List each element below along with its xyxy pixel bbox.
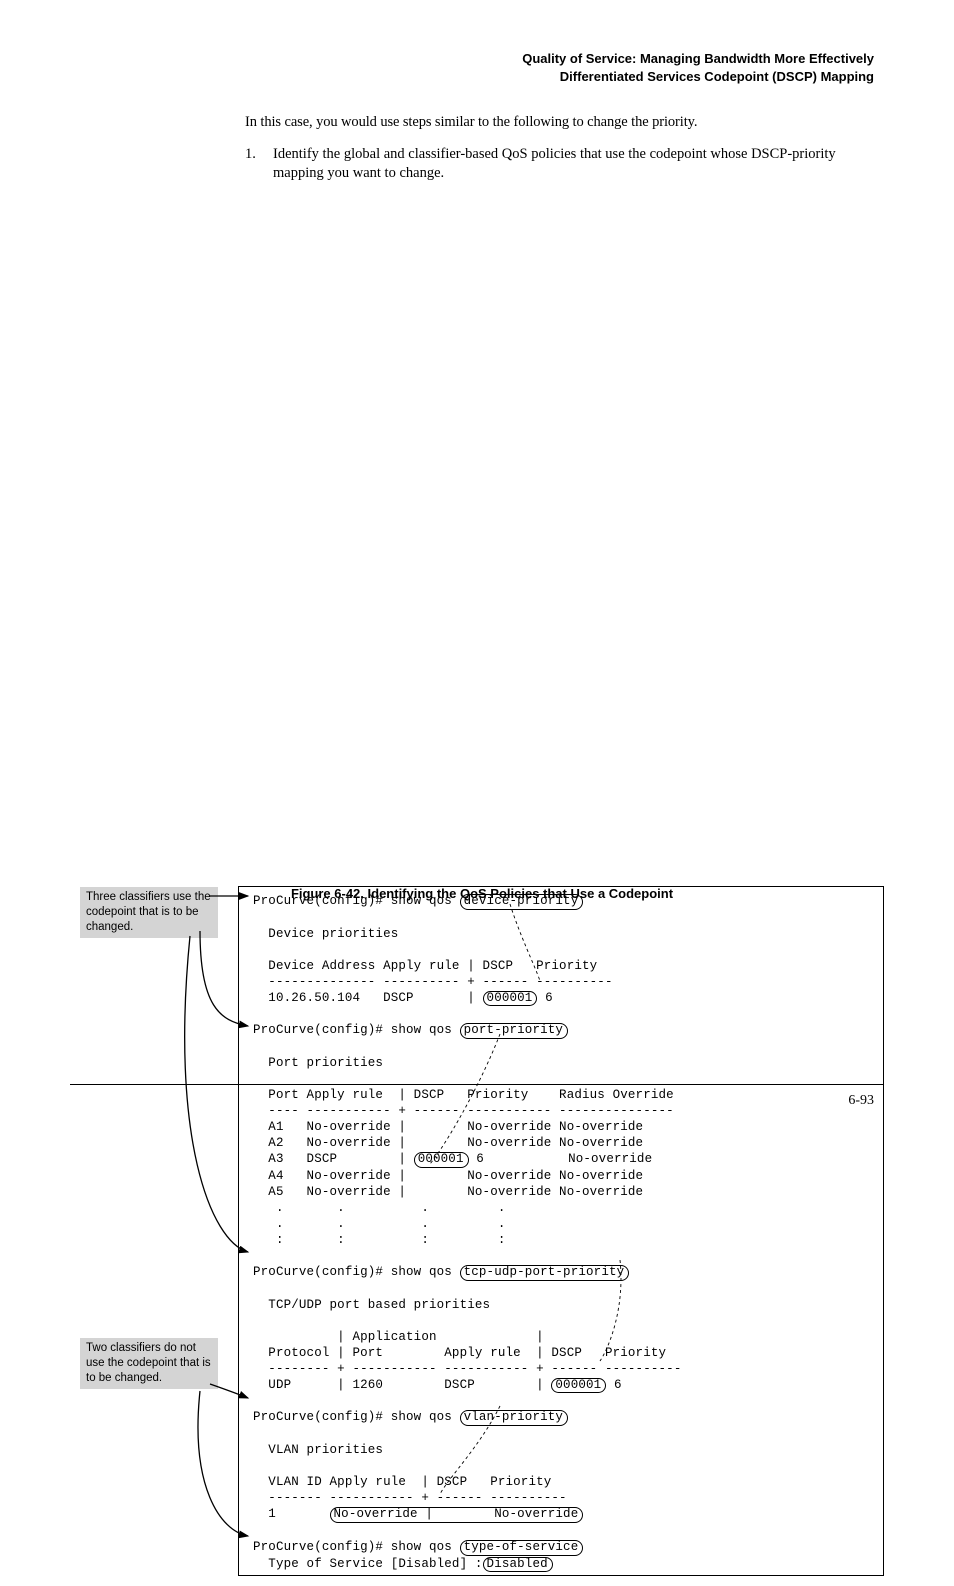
page-number: 6-93 <box>848 1093 874 1109</box>
device-row-b: 6 <box>537 991 552 1005</box>
body-text: In this case, you would use steps simila… <box>245 113 884 184</box>
header-line-2: Differentiated Services Codepoint (DSCP)… <box>70 68 874 86</box>
tcp-header-2: Protocol | Port Apply rule | DSCP Priori… <box>253 1346 666 1360</box>
vlan-row-a: 1 <box>253 1507 330 1521</box>
device-sep: -------------- ---------- + ------ -----… <box>253 975 613 989</box>
port-row-1: A1 No-override | No-override No-override <box>253 1120 643 1134</box>
port-dots-1: . . . . <box>253 1201 506 1215</box>
prompt-2: ProCurve(config)# show qos <box>253 1023 460 1037</box>
vlan-header: VLAN ID Apply rule | DSCP Priority <box>253 1475 551 1489</box>
cmd-type-of-service: type-of-service <box>460 1540 584 1556</box>
prompt-5: ProCurve(config)# show qos <box>253 1540 460 1554</box>
tcp-row-a: UDP | 1260 DSCP | <box>253 1378 551 1392</box>
port-title: Port priorities <box>253 1056 383 1070</box>
tos-line-a: Type of Service [Disabled] : <box>253 1557 483 1571</box>
port-row-3a: A3 DSCP | <box>253 1152 414 1166</box>
port-dots-3: : : : : <box>253 1233 506 1247</box>
tcp-dscp-value: 000001 <box>551 1378 606 1394</box>
tcp-title: TCP/UDP port based priorities <box>253 1298 490 1312</box>
intro-paragraph: In this case, you would use steps simila… <box>245 113 884 133</box>
prompt-1: ProCurve(config)# show qos <box>253 894 460 908</box>
tos-disabled-oval: Disabled <box>483 1557 553 1573</box>
footer-rule <box>70 1084 884 1085</box>
port-header: Port Apply rule | DSCP Priority Radius O… <box>253 1088 674 1102</box>
device-dscp-value: 000001 <box>483 991 538 1007</box>
port-row-4: A4 No-override | No-override No-override <box>253 1169 643 1183</box>
port-row-5: A5 No-override | No-override No-override <box>253 1185 643 1199</box>
tcp-header-1: | Application | <box>253 1330 544 1344</box>
tcp-sep: -------- + ----------- ----------- + ---… <box>253 1362 681 1376</box>
tcp-row-b: 6 <box>606 1378 621 1392</box>
vlan-title: VLAN priorities <box>253 1443 383 1457</box>
prompt-3: ProCurve(config)# show qos <box>253 1265 460 1279</box>
vlan-no-override-oval: No-override | No-override <box>330 1507 584 1523</box>
port-row-2: A2 No-override | No-override No-override <box>253 1136 643 1150</box>
prompt-4: ProCurve(config)# show qos <box>253 1410 460 1424</box>
annotation-two-classifiers: Two classifiers do not use the codepoint… <box>80 1338 218 1389</box>
page-header: Quality of Service: Managing Bandwidth M… <box>70 50 884 85</box>
step-1-number: 1. <box>245 145 273 184</box>
device-row-a: 10.26.50.104 DSCP | <box>253 991 483 1005</box>
header-line-1: Quality of Service: Managing Bandwidth M… <box>70 50 874 68</box>
port-sep: ---- ----------- + ------ ----------- --… <box>253 1104 674 1118</box>
cmd-device-priority: device-priority <box>460 894 584 910</box>
step-1: 1. Identify the global and classifier-ba… <box>245 145 884 184</box>
cmd-port-priority: port-priority <box>460 1023 568 1039</box>
figure-6-42: Three classifiers use the codepoint that… <box>80 886 884 901</box>
cmd-tcp-udp-port-priority: tcp-udp-port-priority <box>460 1265 630 1281</box>
terminal-output: ProCurve(config)# show qos device-priori… <box>238 886 884 1576</box>
port-dscp-value: 000001 <box>414 1152 469 1168</box>
vlan-sep: ------- ----------- + ------ ---------- <box>253 1491 567 1505</box>
annotation-three-classifiers: Three classifiers use the codepoint that… <box>80 887 218 938</box>
port-dots-2: . . . . <box>253 1217 506 1231</box>
cmd-vlan-priority: vlan-priority <box>460 1410 568 1426</box>
device-header: Device Address Apply rule | DSCP Priorit… <box>253 959 597 973</box>
page: Quality of Service: Managing Bandwidth M… <box>0 0 954 1145</box>
device-title: Device priorities <box>253 927 398 941</box>
step-1-text: Identify the global and classifier-based… <box>273 145 884 184</box>
port-row-3b: 6 No-override <box>469 1152 653 1166</box>
